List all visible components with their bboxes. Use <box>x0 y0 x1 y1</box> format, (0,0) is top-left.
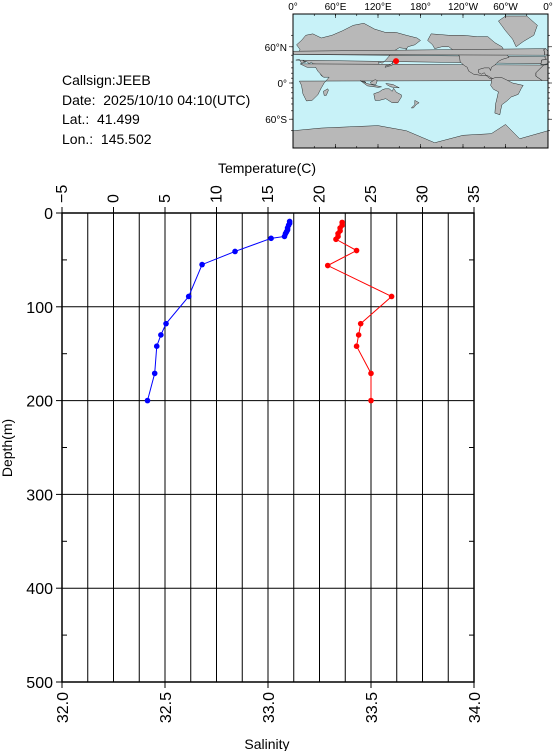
temperature-point <box>163 320 169 327</box>
temperature-point <box>158 332 164 338</box>
temperature-tick-label: 30 <box>415 185 432 203</box>
temperature-point <box>153 343 160 349</box>
salinity-point <box>368 397 374 404</box>
salinity-tick-label: 33.0 <box>261 692 278 723</box>
landmass-antarctica <box>293 124 548 148</box>
depth-tick-label: 500 <box>26 675 53 692</box>
map-lon-label: 120°E <box>364 2 392 13</box>
plot-frame <box>61 212 475 683</box>
temperature-tick-label: 0 <box>106 194 123 203</box>
temperature-point <box>144 397 151 404</box>
landmass-new-guinea <box>385 83 400 89</box>
temperature-point <box>199 261 205 268</box>
landmass-borneo <box>369 79 378 85</box>
salinity-point <box>353 343 360 349</box>
temperature-point <box>268 235 274 242</box>
map-lat-label: 60°N <box>265 43 287 54</box>
station-marker <box>393 58 400 65</box>
depth-tick-label: 300 <box>26 487 53 504</box>
salinity-tick-label: 32.0 <box>55 692 72 723</box>
temperature-tick-label: 5 <box>157 194 174 203</box>
landmass-new-zealand <box>410 100 420 109</box>
temperature-point <box>232 248 238 255</box>
chart-ticks <box>56 207 475 688</box>
map-lat-label: 0° <box>277 79 287 90</box>
map-land <box>293 15 548 148</box>
salinity-point <box>353 247 360 254</box>
longitude-text: Lon.: 145.502 <box>62 130 152 147</box>
landmass-indonesia <box>360 80 382 88</box>
salinity-profile-line <box>326 222 393 401</box>
landmass-madagascar <box>323 88 329 96</box>
chart-series <box>144 218 395 404</box>
landmass-south-america <box>490 77 524 116</box>
station-info: Callsign:JEEB Date: 2025/10/10 04:10(UTC… <box>62 71 250 149</box>
depth-tick-label: 0 <box>44 206 53 223</box>
salinity-tick-label: 32.5 <box>158 692 175 723</box>
temperature-tick-label: 25 <box>363 185 380 203</box>
date-text: Date: 2025/10/10 04:10(UTC) <box>62 91 251 108</box>
map-lon-label: 60°W <box>493 2 518 13</box>
salinity-tick-label: 34.0 <box>467 692 484 723</box>
map-lon-label: 180° <box>410 2 431 13</box>
salinity-point <box>368 370 374 377</box>
salinity-point <box>388 293 395 300</box>
landmass-north-america <box>427 33 510 80</box>
map-lon-label: 60°E <box>325 2 347 13</box>
temperature-axis-label: Temperature(C) <box>218 160 316 176</box>
landmass-greenland <box>498 15 538 48</box>
temperature-point <box>151 370 158 377</box>
map-lon-label: 120°W <box>448 2 479 13</box>
latitude-text: Lat.: 41.499 <box>62 111 140 127</box>
map-lon-label: 0° <box>543 2 553 13</box>
salinity-axis-label: Salinity <box>244 736 289 751</box>
chart-grid <box>61 212 475 683</box>
landmass-africa-wrap <box>535 64 548 82</box>
temperature-point <box>185 293 192 300</box>
temperature-point <box>281 233 288 240</box>
salinity-point <box>324 262 331 269</box>
landmass-australia <box>373 87 402 103</box>
depth-tick-label: 100 <box>26 300 53 317</box>
depth-tick-label: 200 <box>26 394 53 411</box>
salinity-tick-label: 33.5 <box>364 692 381 723</box>
map-tick-labels: 0° 60°E 120°E 180° 120°W 60°W 0° 60°N 0° 60°S <box>265 2 553 126</box>
map-frame <box>292 13 549 149</box>
temperature-tick-label: 35 <box>466 185 483 203</box>
landmass-eurasia-wrap <box>540 54 548 65</box>
temperature-tick-label: 15 <box>260 185 277 203</box>
landmass-africa <box>299 63 545 102</box>
map-lat-label: 60°S <box>265 115 287 126</box>
salinity-point <box>355 332 362 338</box>
depth-tick-label: 400 <box>26 581 53 598</box>
temperature-tick-label: 20 <box>312 185 329 203</box>
salinity-point <box>357 320 364 327</box>
depth-axis-label: Depth(m) <box>0 419 15 477</box>
landmass-uk-wrap <box>543 48 548 56</box>
salinity-point <box>333 236 339 243</box>
callsign-text: Callsign:JEEB <box>62 72 151 88</box>
map-lon-label: 0° <box>288 2 298 13</box>
temperature-tick-label: −5 <box>54 185 71 203</box>
temperature-tick-label: 10 <box>209 185 226 203</box>
